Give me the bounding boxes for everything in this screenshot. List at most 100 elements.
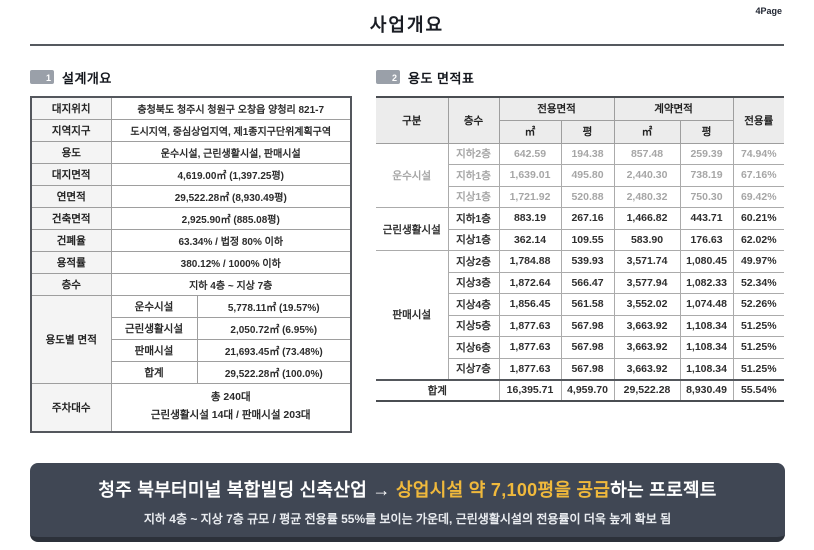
cell: 362.14 <box>498 228 562 251</box>
cell: 지상5층 <box>447 314 500 337</box>
cell: 3,663.92 <box>613 336 681 359</box>
group-name: 판매시설 <box>376 250 449 380</box>
cell: 2,480.32 <box>613 185 681 208</box>
cell: 2,440.30 <box>613 164 681 187</box>
cell: 1,877.63 <box>498 357 562 380</box>
cell: 3,552.02 <box>613 293 681 316</box>
group-name: 근린생활시설 <box>376 207 449 251</box>
cell: 561.58 <box>560 293 615 316</box>
usage-value: 5,778.11㎡ (19.57%) <box>196 294 352 318</box>
cell: 60.21% <box>732 207 784 230</box>
unit-header: 평 <box>679 119 734 144</box>
row-value: 도시지역, 중심상업지역, 제1종지구단위계획구역 <box>110 118 352 142</box>
cell: 49.97% <box>732 250 784 273</box>
section-1-title: 설계개요 <box>62 70 112 86</box>
cell: 1,082.33 <box>679 271 734 294</box>
table-row: 대지위치 충청북도 청주시 청원구 오창읍 양청리 821-7 <box>30 96 352 120</box>
cell: 883.19 <box>498 207 562 230</box>
cell: 567.98 <box>560 336 615 359</box>
cell: 지하1층 <box>447 164 500 187</box>
col-header-contract: 계약면적 <box>613 96 734 121</box>
usage-name: 운수시설 <box>110 294 198 318</box>
total-row: 합계 16,395.71 4,959.70 29,522.28 8,930.49… <box>376 378 784 402</box>
cell: 74.94% <box>732 142 784 165</box>
cell: 1,784.88 <box>498 250 562 273</box>
cell: 69.42% <box>732 185 784 208</box>
usage-name: 합계 <box>110 360 198 384</box>
cell: 495.80 <box>560 164 615 187</box>
cell: 3,663.92 <box>613 357 681 380</box>
table-row: 지역지구 도시지역, 중심상업지역, 제1종지구단위계획구역 <box>30 118 352 142</box>
table-row: 지상5층 1,877.63 567.98 3,663.92 1,108.34 5… <box>376 314 784 337</box>
cell: 52.34% <box>732 271 784 294</box>
cell: 29,522.28 <box>613 378 681 402</box>
section-2-header: 2 용도 면적표 <box>376 69 784 86</box>
cell: 4,959.70 <box>560 378 615 402</box>
table-row: 층수 지하 4층 ~ 지상 7층 <box>30 272 352 296</box>
cell: 지상2층 <box>447 250 500 273</box>
table-row: 근린생활시설 지하1층 883.19 267.16 1,466.82 443.7… <box>376 207 784 251</box>
section-2-title: 용도 면적표 <box>408 70 475 86</box>
row-value: 29,522.28㎡ (8,930.49평) <box>110 184 352 208</box>
design-overview-section: 1 설계개요 대지위치 충청북도 청주시 청원구 오창읍 양청리 821-7 지… <box>30 69 352 433</box>
cell: 750.30 <box>679 185 734 208</box>
cell: 1,877.63 <box>498 336 562 359</box>
row-value: 운수시설, 근린생활시설, 판매시설 <box>110 140 352 164</box>
table-row: 용도별 면적 운수시설 5,778.11㎡ (19.57%) <box>30 294 352 384</box>
cell: 539.93 <box>560 250 615 273</box>
cell: 267.16 <box>560 207 615 230</box>
cell: 67.16% <box>732 164 784 187</box>
parking-value: 총 240대 근린생활시설 14대 / 판매시설 203대 <box>110 382 352 433</box>
page-number: 4Page <box>755 6 782 16</box>
table-row: 지하1층 1,639.01 495.80 2,440.30 738.19 67.… <box>376 164 784 187</box>
unit-header: ㎡ <box>613 119 681 144</box>
table-row: 판매시설 지상2층 1,784.88 539.93 3,571.74 1,080… <box>376 250 784 380</box>
row-label: 주차대수 <box>30 382 112 433</box>
section-2-number-badge: 2 <box>376 70 400 84</box>
cell: 62.02% <box>732 228 784 251</box>
cell: 지상1층 <box>447 228 500 251</box>
group-name: 운수시설 <box>376 142 449 208</box>
row-label: 건축면적 <box>30 206 112 230</box>
design-overview-table: 대지위치 충청북도 청주시 청원구 오창읍 양청리 821-7 지역지구 도시지… <box>30 96 352 433</box>
row-label: 연면적 <box>30 184 112 208</box>
cell: 지상1층 <box>447 185 500 208</box>
table-row: 지상1층 1,721.92 520.88 2,480.32 750.30 69.… <box>376 185 784 208</box>
row-label: 용도 <box>30 140 112 164</box>
row-value: 380.12% / 1000% 이하 <box>110 250 352 274</box>
section-1-number-badge: 1 <box>30 70 54 84</box>
banner-headline-post: 하는 프로젝트 <box>610 480 717 500</box>
cell: 857.48 <box>613 142 681 165</box>
cell: 1,074.48 <box>679 293 734 316</box>
parking-total: 총 240대 <box>210 391 251 404</box>
table-row: 용적률 380.12% / 1000% 이하 <box>30 250 352 274</box>
content-columns: 1 설계개요 대지위치 충청북도 청주시 청원구 오창읍 양청리 821-7 지… <box>0 69 814 433</box>
cell: 지상7층 <box>447 357 500 380</box>
cell: 지상3층 <box>447 271 500 294</box>
cell: 16,395.71 <box>498 378 562 402</box>
table-row: 대지면적 4,619.00㎡ (1,397.25평) <box>30 162 352 186</box>
unit-header: ㎡ <box>498 119 562 144</box>
parking-breakdown: 근린생활시설 14대 / 판매시설 203대 <box>150 409 311 422</box>
col-header-ratio: 전용률 <box>732 96 784 144</box>
row-label: 용적률 <box>30 250 112 274</box>
cell: 1,639.01 <box>498 164 562 187</box>
cell: 3,571.74 <box>613 250 681 273</box>
col-header-group: 구분 <box>376 96 449 144</box>
row-value: 4,619.00㎡ (1,397.25평) <box>110 162 352 186</box>
cell: 1,108.34 <box>679 336 734 359</box>
cell: 1,856.45 <box>498 293 562 316</box>
summary-banner: 청주 북부터미널 복합빌딩 신축산업 → 상업시설 약 7,100평을 공급하는… <box>30 463 785 542</box>
cell: 지하1층 <box>447 207 500 230</box>
cell: 51.25% <box>732 314 784 337</box>
cell: 738.19 <box>679 164 734 187</box>
table-row: 구분 층수 전용면적 계약면적 전용률 <box>376 96 784 144</box>
page-title: 사업개요 <box>369 15 445 35</box>
table-row: 지상4층 1,856.45 561.58 3,552.02 1,074.48 5… <box>376 293 784 316</box>
col-header-exclusive: 전용면적 <box>498 96 615 121</box>
banner-subline: 지하 4층 ~ 지상 7층 규모 / 평균 전용률 55%를 보이는 가운데, … <box>143 512 672 526</box>
row-label: 건폐율 <box>30 228 112 252</box>
cell: 지상6층 <box>447 336 500 359</box>
cell: 583.90 <box>613 228 681 251</box>
cell: 443.71 <box>679 207 734 230</box>
